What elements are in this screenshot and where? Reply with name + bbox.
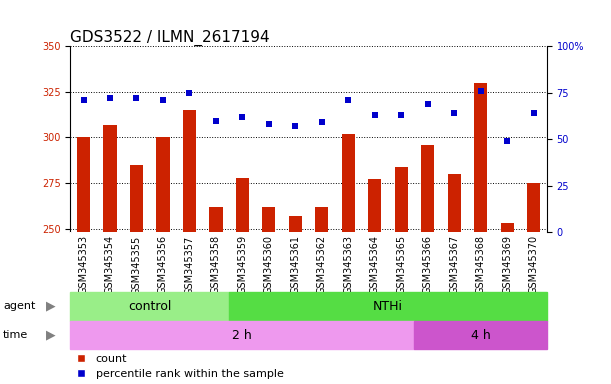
Point	[158, 97, 168, 103]
Point	[502, 138, 512, 144]
Bar	[236, 177, 249, 232]
Text: GSM345362: GSM345362	[316, 235, 327, 295]
Text: GSM345361: GSM345361	[290, 235, 301, 294]
Point	[343, 97, 353, 103]
Text: agent: agent	[3, 301, 35, 311]
Bar	[414, 321, 547, 349]
Bar	[342, 134, 355, 232]
Bar	[183, 110, 196, 232]
Bar	[262, 207, 276, 232]
Bar	[103, 124, 117, 232]
Text: GSM345359: GSM345359	[237, 235, 247, 295]
Text: GDS3522 / ILMN_2617194: GDS3522 / ILMN_2617194	[70, 30, 270, 46]
Text: GSM345360: GSM345360	[264, 235, 274, 294]
Point	[476, 88, 486, 94]
Bar	[527, 183, 540, 232]
Bar	[209, 207, 222, 232]
Point	[211, 118, 221, 124]
Text: time: time	[3, 330, 28, 340]
Bar	[130, 165, 143, 232]
Text: GSM345354: GSM345354	[105, 235, 115, 295]
Point	[529, 110, 538, 116]
Text: 4 h: 4 h	[471, 329, 491, 341]
Bar	[70, 321, 414, 349]
Point	[370, 112, 379, 118]
Text: GSM345364: GSM345364	[370, 235, 380, 294]
Text: GSM345370: GSM345370	[529, 235, 539, 295]
Point	[397, 112, 406, 118]
Point	[131, 95, 141, 101]
Bar	[368, 179, 381, 232]
Text: GSM345356: GSM345356	[158, 235, 168, 295]
Text: ▶: ▶	[46, 300, 56, 313]
Text: control: control	[128, 300, 171, 313]
Point	[105, 95, 115, 101]
Bar	[229, 292, 547, 321]
Point	[317, 119, 327, 126]
Point	[185, 89, 194, 96]
Text: NTHi: NTHi	[373, 300, 403, 313]
Text: GSM345366: GSM345366	[423, 235, 433, 294]
Text: GSM345365: GSM345365	[396, 235, 406, 295]
Text: GSM345369: GSM345369	[502, 235, 512, 294]
Text: GSM345368: GSM345368	[475, 235, 486, 294]
Text: GSM345355: GSM345355	[131, 235, 142, 295]
Text: 2 h: 2 h	[233, 329, 252, 341]
Legend: count, percentile rank within the sample: count, percentile rank within the sample	[76, 353, 284, 379]
Point	[290, 123, 300, 129]
Bar	[289, 216, 302, 232]
Point	[238, 114, 247, 120]
Bar	[395, 167, 408, 232]
Text: GSM345363: GSM345363	[343, 235, 353, 294]
Bar	[500, 223, 514, 232]
Text: ▶: ▶	[46, 329, 56, 341]
Bar	[474, 83, 488, 232]
Bar	[70, 292, 229, 321]
Text: GSM345358: GSM345358	[211, 235, 221, 295]
Point	[449, 110, 459, 116]
Text: GSM345367: GSM345367	[449, 235, 459, 295]
Bar	[447, 174, 461, 232]
Bar	[77, 137, 90, 232]
Point	[79, 97, 89, 103]
Text: GSM345357: GSM345357	[185, 235, 194, 295]
Bar	[421, 145, 434, 232]
Bar	[315, 207, 329, 232]
Bar	[156, 137, 170, 232]
Point	[423, 101, 433, 107]
Point	[264, 121, 274, 127]
Text: GSM345353: GSM345353	[78, 235, 89, 295]
